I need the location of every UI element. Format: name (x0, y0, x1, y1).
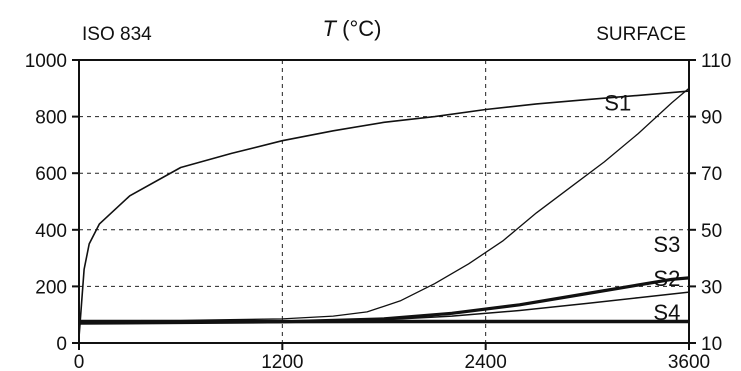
series-line-s1 (79, 87, 690, 322)
x-tick-label: 1200 (261, 352, 303, 371)
y-right-tick-label: 50 (701, 221, 722, 242)
y-left-tick-label: 1000 (25, 51, 67, 72)
series-lines (78, 87, 690, 338)
grid-lines (79, 60, 689, 343)
series-label-s4: S4 (653, 300, 680, 325)
x-tick-label: 0 (74, 352, 85, 371)
x-tick-label: 3600 (668, 352, 710, 371)
series-label-s1: S1 (604, 90, 631, 115)
y-left-tick-label: 600 (35, 164, 67, 185)
x-tick-label: 2400 (465, 352, 507, 371)
series-labels: S1 S3 S2 S4 (604, 90, 680, 324)
right-label: SURFACE (596, 24, 686, 45)
series-label-s3: S3 (653, 232, 680, 257)
y-left-tick-label: 0 (56, 334, 67, 355)
y-left-tick-label: 200 (35, 277, 67, 298)
plot-frame (78, 59, 690, 344)
y-right-tick-label: 70 (701, 164, 722, 185)
chart-title-rest: (°C) (336, 16, 381, 41)
chart-title-italic: T (323, 16, 338, 41)
y-left-tick-label: 800 (35, 108, 67, 129)
series-line-iso834 (78, 90, 690, 338)
y-left-tick-label: 400 (35, 221, 67, 242)
chart-title: T (°C) (323, 16, 382, 41)
y-right-tick-label: 110 (701, 51, 731, 72)
y-right-tick-label: 10 (701, 334, 722, 355)
left-label: ISO 834 (82, 24, 152, 45)
y-right-tick-label: 90 (701, 108, 722, 129)
axis-tick-labels: 0 1200 2400 3600 0 200 400 600 800 1000 10 30 50 70 90… (25, 51, 732, 371)
series-label-s2: S2 (653, 266, 680, 291)
series-line-s3 (78, 276, 690, 325)
axis-ticks (72, 59, 696, 350)
y-right-tick-label: 30 (701, 277, 722, 298)
